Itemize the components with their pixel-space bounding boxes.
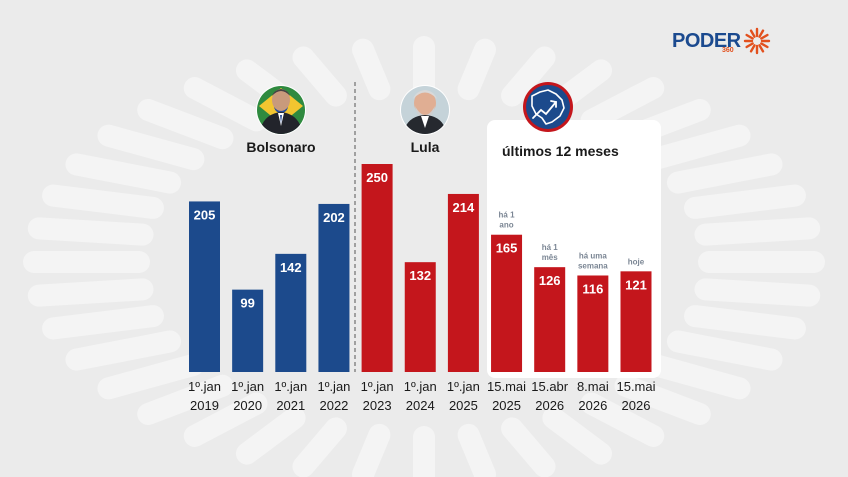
bar	[189, 201, 220, 372]
x-tick-label: 15.mai	[487, 379, 526, 394]
bar	[491, 234, 523, 372]
bar-annotation: há uma	[579, 251, 608, 260]
x-tick-label: 1º.jan	[274, 379, 307, 394]
bar	[447, 193, 479, 372]
bar-value-label: 132	[409, 268, 431, 283]
last-12-months-panel	[487, 120, 661, 378]
x-tick-label: 2019	[190, 398, 219, 413]
bar-value-label: 99	[240, 296, 254, 311]
value-labels: 205 99 142 202 250 132 214 165 126 116 121	[194, 170, 647, 311]
x-tick-label: 2026	[622, 398, 651, 413]
bar-annotation: hoje	[628, 257, 645, 266]
bar-value-label: 116	[582, 281, 603, 296]
x-tick-label: 2024	[406, 398, 435, 413]
x-tick-label: 2021	[276, 398, 305, 413]
group-label-last-12-months: últimos 12 meses	[502, 143, 619, 159]
bar-value-label: 202	[323, 210, 345, 225]
x-tick-label: 1º.jan	[231, 379, 264, 394]
bar	[318, 203, 350, 372]
bar-annotation: ano	[499, 221, 513, 230]
x-tick-label: 15.abr	[531, 379, 569, 394]
bar-value-label: 165	[496, 241, 518, 256]
bar-annotation: há 1	[499, 211, 516, 220]
bar	[404, 262, 436, 372]
brazil-map-trend-icon	[523, 82, 573, 132]
group-label-lula: Lula	[411, 139, 440, 155]
bar-value-label: 214	[453, 200, 475, 215]
bar-value-label: 126	[539, 273, 561, 288]
bar-value-label: 250	[366, 170, 388, 185]
x-tick-label: 2023	[363, 398, 392, 413]
x-tick-label: 2026	[535, 398, 564, 413]
x-tick-label: 2022	[319, 398, 348, 413]
bar-value-label: 142	[280, 260, 302, 275]
bar	[534, 267, 566, 372]
x-tick-label: 15.mai	[616, 379, 655, 394]
x-tick-label: 8.mai	[577, 379, 609, 394]
group-label-bolsonaro: Bolsonaro	[246, 139, 315, 155]
bar	[361, 164, 393, 372]
x-tick-label: 1º.jan	[188, 379, 221, 394]
sun-icon	[743, 27, 770, 55]
x-tick-label: 1º.jan	[447, 379, 480, 394]
x-tick-label: 1º.jan	[404, 379, 437, 394]
bar-annotation: mês	[542, 253, 559, 262]
x-tick-label: 2020	[233, 398, 262, 413]
brand-suffix: 360	[722, 47, 734, 54]
x-tick-label: 2025	[492, 398, 521, 413]
bar	[577, 275, 609, 372]
bar	[620, 271, 652, 372]
x-tick-label: 1º.jan	[361, 379, 394, 394]
brand-name: PODER	[672, 29, 741, 52]
bar-annotation: há 1	[542, 243, 559, 252]
x-axis-tick-labels: 1º.jan 2019 1º.jan 2020 1º.jan 2021 1º.jan 2022…	[188, 379, 656, 413]
bar	[232, 289, 264, 372]
x-tick-label: 1º.jan	[317, 379, 350, 394]
x-tick-label: 2026	[578, 398, 607, 413]
x-tick-label: 2025	[449, 398, 478, 413]
bars	[189, 164, 652, 372]
bar-value-label: 121	[625, 277, 647, 292]
bar-value-label: 205	[194, 207, 216, 222]
lula-portrait	[400, 85, 450, 135]
bar	[275, 253, 307, 372]
bolsonaro-portrait	[256, 85, 306, 135]
bar-annotation: semana	[578, 261, 608, 270]
brand-logo: PODER 360	[672, 26, 771, 56]
background-rays	[23, 36, 825, 477]
